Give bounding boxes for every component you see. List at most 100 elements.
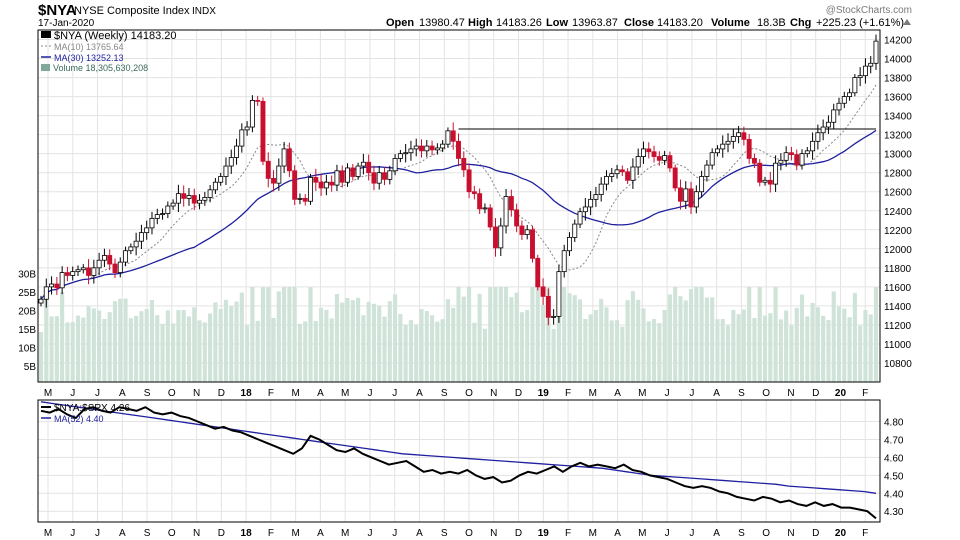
volume-bar <box>747 287 752 382</box>
x-axis-label: J <box>367 388 372 399</box>
volume-bar <box>366 301 371 382</box>
x-axis-label: A <box>416 388 423 399</box>
candle-down <box>794 154 800 166</box>
x-axis-label: S <box>144 388 151 399</box>
volume-bar <box>773 287 778 382</box>
volume-bar <box>234 301 239 382</box>
x-axis-label: 18 <box>241 528 253 539</box>
candle-down <box>672 167 678 189</box>
candle-up <box>403 152 409 155</box>
index-name: NYSE Composite Index <box>74 5 190 17</box>
candle-down <box>302 197 308 202</box>
x-axis-label: F <box>565 388 571 399</box>
ma30-legend-label: MA(30) 13252.13 <box>54 53 124 63</box>
candle-down <box>64 272 70 276</box>
volume-bar <box>160 323 165 382</box>
ratio-legend-label: $NYA:$SPX 4.26 <box>54 403 130 414</box>
candle-down <box>678 187 683 202</box>
volume-bar <box>255 320 260 382</box>
volume-bar <box>821 315 826 382</box>
candle-up <box>360 161 366 167</box>
volume-bar <box>149 300 155 382</box>
candle-up <box>815 132 821 142</box>
volume-bar <box>223 299 229 382</box>
volume-bar <box>651 319 657 382</box>
volume-bar <box>805 316 810 382</box>
volume-bar <box>694 287 699 382</box>
price-tick-label: 13400 <box>884 112 912 123</box>
candle-down <box>746 139 752 159</box>
volume-bar <box>704 297 709 382</box>
x-axis-label: M <box>291 528 299 539</box>
volume-bar <box>593 310 598 382</box>
candle-up <box>630 166 636 181</box>
volume-bar <box>260 287 266 382</box>
x-axis-label: O <box>762 528 770 539</box>
volume-bar <box>65 322 70 382</box>
candle-up <box>593 194 599 200</box>
x-axis-label: S <box>441 388 448 399</box>
volume-bar <box>345 298 350 382</box>
x-axis-label: A <box>317 528 324 539</box>
candle-up <box>598 183 604 195</box>
candle-up <box>170 202 176 207</box>
volume-bar <box>498 287 503 382</box>
volume-bar <box>292 287 297 382</box>
volume-bar <box>546 287 551 382</box>
candle-down <box>181 193 187 199</box>
candle-up <box>699 176 705 193</box>
x-axis-label: F <box>268 388 274 399</box>
high-label: High <box>468 17 493 29</box>
volume-bar <box>831 291 836 382</box>
candle-up <box>683 188 689 202</box>
ma10-legend-label: MA(10) 13765.64 <box>54 42 124 52</box>
price-legend-label: $NYA (Weekly) 14183.20 <box>54 30 177 42</box>
volume-bar <box>451 307 456 382</box>
volume-bar <box>398 314 403 382</box>
candle-down <box>382 172 387 180</box>
volume-bar <box>297 323 303 382</box>
volume-bar <box>54 316 59 382</box>
x-axis-label: 20 <box>835 388 847 399</box>
ohlc-readout: Open 13980.47 High 14183.26 Low 13963.87… <box>386 17 904 29</box>
candle-up <box>498 225 504 249</box>
candle-up <box>778 159 784 164</box>
candle-down <box>667 155 673 169</box>
candle-up <box>831 109 837 123</box>
candle-up <box>641 148 646 157</box>
candle-down <box>107 255 113 265</box>
volume-bar <box>826 320 831 382</box>
volume-bar <box>440 319 445 382</box>
candle-up <box>825 121 831 128</box>
volume-bar <box>789 325 794 382</box>
candle-down <box>788 152 794 156</box>
x-axis-label: D <box>515 528 522 539</box>
volume-bar <box>588 314 593 382</box>
watermark: @StockCharts.com <box>826 5 912 16</box>
volume-bar <box>181 310 186 382</box>
candle-up <box>160 213 166 216</box>
volume-bar <box>377 305 382 382</box>
candle-up <box>345 167 350 183</box>
volume-bar <box>60 291 65 382</box>
x-axis-label: J <box>689 528 694 539</box>
candle-down <box>371 172 377 184</box>
candle-up <box>128 246 134 252</box>
candle-up <box>75 269 81 273</box>
candle-down <box>456 140 461 159</box>
candle-up <box>91 267 97 276</box>
volume-bar <box>741 309 746 382</box>
x-axis-label: J <box>689 388 694 399</box>
volume-bar <box>419 309 424 382</box>
candle-down <box>191 195 197 204</box>
volume-bar <box>678 296 683 382</box>
candle-down <box>318 181 324 189</box>
volume-bar <box>382 316 387 382</box>
volume-bar <box>139 311 144 382</box>
x-axis-label: J <box>392 528 397 539</box>
x-axis-label: J <box>70 528 75 539</box>
low-value: 13963.87 <box>572 17 618 29</box>
candle-up <box>186 195 192 199</box>
candle-up <box>868 62 874 67</box>
candle-down <box>741 132 747 140</box>
